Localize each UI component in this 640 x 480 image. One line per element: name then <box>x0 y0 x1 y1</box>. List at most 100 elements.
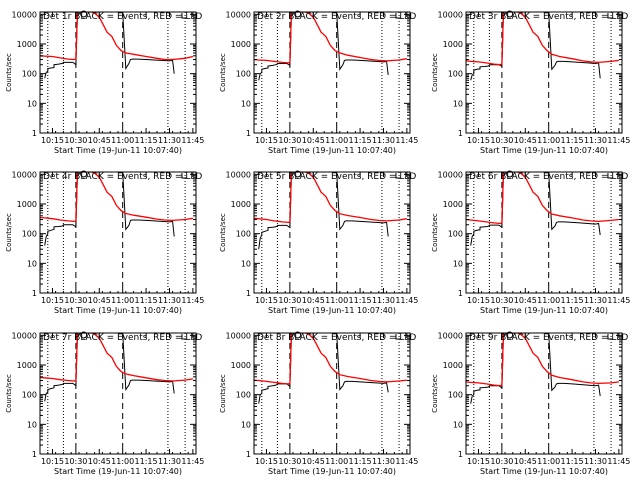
top-marker-bracket <box>607 334 613 340</box>
events-series-line <box>44 333 175 402</box>
x-axis-label: Start Time (19-Jun-11 10:07:40) <box>268 306 396 315</box>
y-tick-label: 1 <box>32 450 37 459</box>
panel-title: Det 1r BLACK = Events, RED = LLD <box>43 12 202 22</box>
detector-panel-8: 1 10 100 1000 10000 10:15 10:30 10:45 11:00 11:15… <box>219 331 418 476</box>
events-series-line <box>258 172 389 250</box>
y-tick-label: 1000 <box>17 361 37 370</box>
panel-title: Det 2r BLACK = Events, RED = LLD <box>257 12 416 22</box>
y-tick-label: 10000 <box>438 170 463 179</box>
lld-series-line <box>466 333 619 387</box>
y-tick-label: 1 <box>458 289 463 298</box>
x-tick-label: 10:15 <box>41 296 64 305</box>
top-marker-bracket <box>395 13 401 19</box>
y-tick-label: 100 <box>22 230 37 239</box>
y-tick-label: 1 <box>32 129 37 138</box>
y-tick-label: 1 <box>32 289 37 298</box>
lld-series-line <box>466 172 619 225</box>
x-tick-label: 11:00 <box>325 457 348 466</box>
y-axis-label: Counts/sec <box>431 374 439 413</box>
x-tick-label: 11:45 <box>181 457 204 466</box>
x-tick-label: 11:00 <box>537 136 560 145</box>
y-tick-label: 100 <box>448 70 463 79</box>
x-tick-label: 11:00 <box>111 457 134 466</box>
x-tick-label: 11:15 <box>349 457 372 466</box>
x-axis-label: Start Time (19-Jun-11 10:07:40) <box>480 467 608 476</box>
y-tick-label: 10 <box>453 420 463 429</box>
x-tick-label: 11:15 <box>349 296 372 305</box>
x-tick-label: 10:45 <box>88 457 111 466</box>
x-tick-label: 10:15 <box>467 296 490 305</box>
x-tick-label: 11:15 <box>135 457 158 466</box>
top-marker-circle <box>506 170 514 178</box>
x-tick-label: 10:30 <box>64 136 87 145</box>
y-tick-label: 10 <box>241 99 251 108</box>
y-axis-label: Counts/sec <box>5 374 13 413</box>
top-marker-bracket <box>607 173 613 179</box>
y-tick-label: 1000 <box>443 200 463 209</box>
x-tick-label: 11:00 <box>111 136 134 145</box>
top-marker-circle <box>80 331 88 339</box>
x-tick-label: 10:45 <box>302 457 325 466</box>
y-tick-label: 100 <box>448 230 463 239</box>
top-marker-circle <box>506 331 514 339</box>
x-axis-label: Start Time (19-Jun-11 10:07:40) <box>54 306 182 315</box>
events-series-line <box>258 12 389 81</box>
x-tick-label: 10:30 <box>278 296 301 305</box>
y-axis-label: Counts/sec <box>5 53 13 92</box>
y-tick-label: 10000 <box>438 10 463 19</box>
top-marker-bracket <box>607 13 613 19</box>
x-tick-label: 11:00 <box>111 296 134 305</box>
top-marker-bracket <box>181 173 187 179</box>
top-marker-circle <box>506 10 514 18</box>
events-series-line <box>470 172 601 246</box>
x-axis-label: Start Time (19-Jun-11 10:07:40) <box>268 146 396 155</box>
x-tick-label: 11:30 <box>158 296 181 305</box>
y-tick-label: 100 <box>448 391 463 400</box>
x-tick-label: 11:30 <box>372 457 395 466</box>
x-tick-label: 11:15 <box>135 296 158 305</box>
x-tick-label: 10:30 <box>64 296 87 305</box>
x-tick-label: 10:15 <box>255 136 278 145</box>
y-tick-label: 10 <box>241 259 251 268</box>
x-axis-label: Start Time (19-Jun-11 10:07:40) <box>480 146 608 155</box>
y-tick-label: 100 <box>236 230 251 239</box>
x-tick-label: 11:00 <box>325 136 348 145</box>
top-marker-circle <box>80 10 88 18</box>
x-tick-label: 11:30 <box>584 457 607 466</box>
lld-series-line <box>40 12 194 61</box>
x-axis-label: Start Time (19-Jun-11 10:07:40) <box>54 467 182 476</box>
y-tick-label: 100 <box>236 391 251 400</box>
lld-series-line <box>254 12 408 64</box>
x-tick-label: 10:15 <box>255 296 278 305</box>
y-tick-label: 100 <box>22 391 37 400</box>
y-tick-label: 1000 <box>443 40 463 49</box>
detector-panel-6: 1 10 100 1000 10000 10:15 10:30 10:45 11:00 11:15… <box>431 170 630 315</box>
top-marker-circle <box>80 170 88 178</box>
y-tick-label: 10 <box>27 420 37 429</box>
y-axis-label: Counts/sec <box>219 213 227 252</box>
y-tick-label: 10000 <box>12 331 37 340</box>
detector-panel-5: 1 10 100 1000 10000 10:15 10:30 10:45 11:00 11:15… <box>219 170 418 315</box>
y-tick-label: 10000 <box>226 10 251 19</box>
x-axis-label: Start Time (19-Jun-11 10:07:40) <box>54 146 182 155</box>
events-series-line <box>470 333 601 404</box>
x-tick-label: 11:45 <box>607 457 630 466</box>
x-tick-label: 10:45 <box>88 136 111 145</box>
x-tick-label: 11:15 <box>561 457 584 466</box>
top-marker-bracket <box>395 173 401 179</box>
y-tick-label: 1 <box>246 289 251 298</box>
y-tick-label: 1000 <box>17 40 37 49</box>
x-tick-label: 11:30 <box>158 457 181 466</box>
y-axis-label: Counts/sec <box>431 213 439 252</box>
y-axis-label: Counts/sec <box>431 53 439 92</box>
x-tick-label: 11:30 <box>158 136 181 145</box>
x-tick-label: 11:45 <box>395 296 418 305</box>
x-tick-label: 10:30 <box>490 136 513 145</box>
x-tick-label: 10:45 <box>514 457 537 466</box>
x-tick-label: 11:15 <box>561 136 584 145</box>
lld-series-line <box>466 12 619 66</box>
x-tick-label: 10:15 <box>41 457 64 466</box>
y-tick-label: 10000 <box>12 10 37 19</box>
x-tick-label: 11:30 <box>372 136 395 145</box>
y-tick-label: 10000 <box>438 331 463 340</box>
